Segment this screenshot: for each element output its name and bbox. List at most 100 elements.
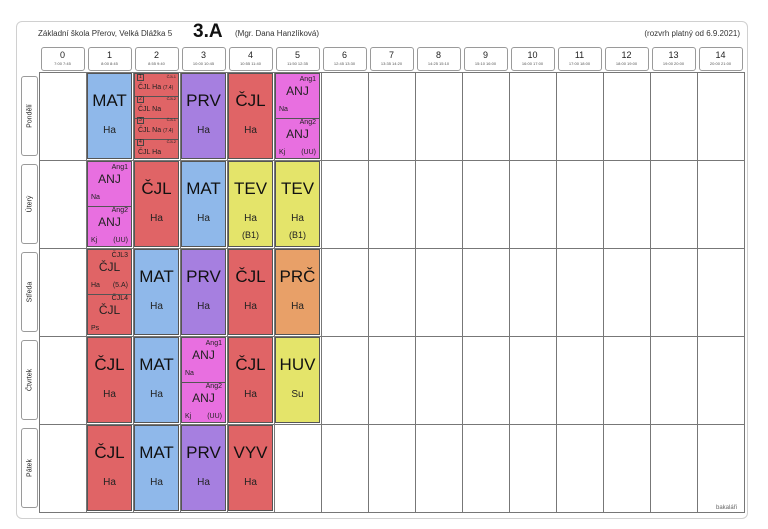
school-name: Základní škola Přerov, Velká Dlážka 5 (38, 29, 173, 38)
grid-cell (39, 424, 87, 513)
lesson-subject-teacher: ČJL Ha (138, 148, 162, 156)
group-label: ČJL3 (111, 252, 128, 259)
grid-cell (368, 160, 416, 249)
lesson-group[interactable]: Ang2 ANJ Kj (UU) (88, 205, 131, 246)
lesson-cell[interactable]: MAT Ha (181, 161, 226, 247)
lesson-cell-split[interactable]: Ang1 ANJ Na Ang2 ANJ Kj (UU) (181, 337, 226, 423)
lesson-cell[interactable]: PRV Ha (181, 249, 226, 335)
lesson-group[interactable]: ČJL3 ČJL Ha (5.A) (88, 250, 131, 295)
lesson-subject: PRV (186, 267, 221, 286)
lesson-cell[interactable]: MAT Ha (134, 425, 179, 511)
lesson-cell[interactable]: ČJL Ha (134, 161, 179, 247)
period-header: 6 12:45 13:30 (322, 47, 367, 71)
day-name: Středa (26, 281, 33, 303)
lesson-cell[interactable]: ČJL Ha (228, 337, 273, 423)
lesson-subject: PRV (186, 443, 221, 462)
lesson-teacher: Ha (150, 301, 163, 312)
lesson-teacher: Na (91, 194, 100, 201)
day-label: Pátek (21, 428, 38, 508)
lesson-cell[interactable]: TEV Ha (B1) (275, 161, 320, 247)
period-header: 1 8:00 8:45 (87, 47, 132, 71)
lesson-group[interactable]: 3 ČJL1 ČJL Na (7.4) (135, 117, 178, 140)
lesson-teacher: Ha (103, 389, 116, 400)
lesson-cell[interactable]: TEV Ha (B1) (228, 161, 273, 247)
lesson-cell[interactable]: MAT Ha (134, 337, 179, 423)
period-number: 11 (574, 50, 585, 60)
group-label: Ang2 (205, 383, 222, 390)
lesson-cell[interactable]: VYV Ha (228, 425, 273, 511)
lesson-cell-split[interactable]: Ang1 ANJ Na Ang2 ANJ Kj (UU) (275, 73, 320, 159)
lesson-group[interactable]: 2 ČJL2 ČJL Na (135, 95, 178, 119)
grid-cell (39, 336, 87, 425)
grid-cell (509, 336, 557, 425)
period-time: 7:00 7:45 (54, 61, 71, 66)
period-header: 12 18:00 19:00 (604, 47, 649, 71)
lesson-subject: PRV (186, 91, 221, 110)
lesson-teacher: Ha (197, 125, 210, 136)
grid-cell (415, 424, 463, 513)
lesson-group[interactable]: ČJL4 ČJL Ps (88, 293, 131, 334)
lesson-subject: ČJL (98, 303, 121, 317)
lesson-subject: ČJL (98, 260, 121, 274)
lesson-cell[interactable]: PRV Ha (181, 73, 226, 159)
period-number: 5 (294, 50, 300, 60)
lesson-cell-split[interactable]: Ang1 ANJ Na Ang2 ANJ Kj (UU) (87, 161, 132, 247)
grid-cell (697, 160, 745, 249)
grid-cell (556, 160, 604, 249)
grid-cell (603, 248, 651, 337)
lesson-group[interactable]: Ang2 ANJ Kj (UU) (182, 381, 225, 422)
day-name: Pondělí (26, 104, 33, 128)
period-header: 5 11:50 12:35 (275, 47, 320, 71)
grid-cell (509, 160, 557, 249)
lesson-teacher: Kj (185, 413, 192, 420)
period-header: 2 8:55 9:40 (134, 47, 179, 71)
lesson-cell[interactable]: MAT Ha (134, 249, 179, 335)
lesson-cell[interactable]: ČJL Ha (87, 337, 132, 423)
grid-cell (39, 72, 87, 161)
lesson-group[interactable]: Ang1 ANJ Na (276, 74, 319, 119)
bakalari-logo: bakaláři (716, 505, 738, 511)
grid-cell (462, 336, 510, 425)
lesson-cell-split[interactable]: ČJL3 ČJL Ha (5.A) ČJL4 ČJL Ps (87, 249, 132, 335)
lesson-room: (B1) (288, 230, 306, 240)
lesson-cell[interactable]: MAT Ha (87, 73, 132, 159)
lesson-cell-quad[interactable]: 1 ČJL1 ČJL Ha (7.4) 2 ČJL2 ČJL Na 3 ČJL1 (134, 73, 179, 159)
grid-cell (697, 424, 745, 513)
day-name: Úterý (26, 195, 33, 213)
period-time: 14:25 15:10 (427, 61, 450, 66)
grid-cell (274, 424, 322, 513)
lesson-teacher: Ha (91, 282, 100, 289)
lesson-cell[interactable]: ČJL Ha (228, 249, 273, 335)
lesson-room: (UU) (113, 237, 128, 244)
lesson-group[interactable]: Ang1 ANJ Na (182, 338, 225, 383)
grid-cell (321, 336, 369, 425)
lesson-cell[interactable]: PRČ Ha (275, 249, 320, 335)
lesson-teacher: Ha (197, 301, 210, 312)
lesson-cell[interactable]: HUV Su (275, 337, 320, 423)
lesson-subject: TEV (280, 179, 315, 198)
period-header: 8 14:25 15:10 (416, 47, 461, 71)
period-header: 13 19:00 20:00 (651, 47, 696, 71)
lesson-subject: PRČ (279, 267, 316, 286)
group-label: ČJL1 (166, 117, 176, 122)
lesson-group[interactable]: 1 ČJL1 ČJL Ha (7.4) (135, 74, 178, 97)
period-number: 1 (106, 50, 112, 60)
period-number: 0 (59, 50, 65, 60)
lesson-cell[interactable]: ČJL Ha (87, 425, 132, 511)
lesson-cell[interactable]: ČJL Ha (228, 73, 273, 159)
lesson-subject: MAT (139, 355, 174, 374)
lesson-group[interactable]: 4 ČJL2 ČJL Ha (135, 138, 178, 159)
lesson-teacher: Kj (91, 237, 98, 244)
lesson-subject: ČJL (235, 267, 266, 286)
lesson-group[interactable]: Ang1 ANJ Na (88, 162, 131, 207)
period-number: 12 (621, 50, 632, 60)
group-index: 3 (137, 117, 144, 124)
grid-cell (650, 336, 698, 425)
lesson-cell[interactable]: PRV Ha (181, 425, 226, 511)
lesson-subject: ČJL (94, 443, 125, 462)
lesson-subject: MAT (92, 91, 127, 110)
lesson-group[interactable]: Ang2 ANJ Kj (UU) (276, 117, 319, 158)
period-time: 17:00 18:00 (568, 61, 591, 66)
grid-cell (321, 160, 369, 249)
grid-cell (321, 72, 369, 161)
